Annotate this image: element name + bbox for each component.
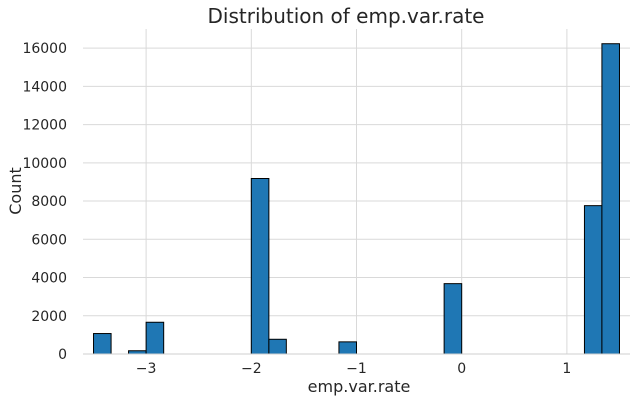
- histogram-bars: [93, 43, 620, 355]
- x-axis-label: emp.var.rate: [308, 377, 411, 396]
- y-tick-label: 6000: [31, 232, 67, 248]
- y-tick-label: 0: [58, 347, 67, 363]
- y-axis-label: Count: [6, 167, 25, 215]
- y-tick-label: 10000: [22, 156, 67, 172]
- histogram-bar: [443, 283, 463, 355]
- histogram-bar: [338, 341, 358, 355]
- histogram-bar: [250, 178, 270, 355]
- y-tick-label: 14000: [22, 79, 67, 95]
- x-tick-label: 0: [457, 361, 466, 377]
- x-tick-label: 1: [562, 361, 571, 377]
- x-tick-label: −2: [241, 361, 262, 377]
- y-tick-label: 2000: [31, 309, 67, 325]
- histogram-bar: [268, 338, 287, 355]
- x-tick-label: −3: [136, 361, 157, 377]
- histogram-bar: [583, 205, 603, 355]
- histogram-bar: [145, 321, 165, 355]
- y-tick-label: 16000: [22, 41, 67, 57]
- y-tick-labels: 0 2000 4000 6000 8000 10000 12000 14000 16000: [22, 41, 67, 363]
- histogram-bar: [93, 333, 112, 355]
- y-tick-label: 8000: [31, 194, 67, 210]
- x-tick-labels: −3 −2 −1 0 1: [136, 361, 572, 377]
- y-tick-label: 4000: [31, 271, 67, 287]
- chart-title: Distribution of emp.var.rate: [208, 4, 485, 28]
- grid-lines: [83, 29, 630, 355]
- y-tick-label: 12000: [22, 118, 67, 134]
- histogram-bar: [601, 43, 620, 355]
- x-tick-label: −1: [346, 361, 367, 377]
